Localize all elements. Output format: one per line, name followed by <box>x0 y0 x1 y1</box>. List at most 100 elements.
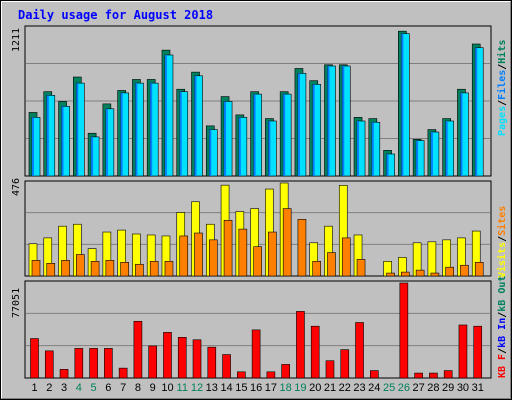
day-label-23: 23 <box>353 382 365 394</box>
files-bar-shade-day-24 <box>371 122 374 176</box>
legend-kb-f: KB F <box>497 354 508 378</box>
kbf-bar-day-15 <box>237 371 246 379</box>
day-label-6: 6 <box>105 382 111 394</box>
kbf-bar-day-29 <box>443 370 453 379</box>
kbf-bar-day-17 <box>266 371 276 379</box>
files-bar-shade-day-6 <box>105 108 108 176</box>
sites-bar-day-26 <box>401 271 410 277</box>
kbf-bar-day-13 <box>207 346 217 379</box>
sites-bar-day-23 <box>356 259 366 277</box>
legend-separator: / <box>497 236 508 242</box>
day-label-group: 1 2 3 4 5 6 7 8 9 10 11 12 13 14 15 16 17 18 19 20 21 22 23 24 2… <box>31 382 483 394</box>
panel2-legend: Visits/Sites <box>496 206 508 278</box>
panel3-legend: KB F/kB In/kB Out <box>497 276 508 378</box>
kbf-bar-day-28 <box>429 372 438 379</box>
sites-bar-day-19 <box>297 219 307 277</box>
day-label-31: 31 <box>472 382 484 394</box>
day-label-22: 22 <box>339 382 351 394</box>
sites-bar-day-14 <box>223 220 233 277</box>
sites-bar-day-28 <box>430 272 440 277</box>
kbf-bar-day-5 <box>89 348 98 379</box>
files-bar-shade-day-17 <box>268 121 271 176</box>
day-label-1: 1 <box>31 382 37 394</box>
kbf-bar-day-22 <box>340 349 350 379</box>
sites-bar-day-1 <box>31 260 41 277</box>
day-label-9: 9 <box>150 382 156 394</box>
day-label-25: 25 <box>383 382 395 394</box>
legend-pages: Pages <box>497 106 508 136</box>
day-label-14: 14 <box>220 382 232 394</box>
sites-bar-day-25 <box>386 272 395 277</box>
kbf-bar-day-19 <box>296 311 305 379</box>
day-label-5: 5 <box>91 382 97 394</box>
sites-bar-day-21 <box>327 252 336 277</box>
kbf-bar-day-24 <box>370 370 379 379</box>
day-label-28: 28 <box>427 382 439 394</box>
day-label-10: 10 <box>161 382 173 394</box>
panel2-ymax-label: 476 <box>11 178 22 196</box>
sites-bar-day-3 <box>61 260 70 277</box>
kbf-bar-day-6 <box>104 348 113 379</box>
files-bar-shade-day-20 <box>312 84 315 176</box>
kbf-bar-day-18 <box>281 364 290 379</box>
kbf-bar-day-1 <box>30 338 39 379</box>
kbf-bar-day-16 <box>251 329 261 379</box>
files-bar-shade-day-7 <box>120 92 123 176</box>
files-bar-shade-day-2 <box>46 95 49 176</box>
kbf-bar-day-8 <box>133 320 143 379</box>
files-bar-shade-day-29 <box>445 121 448 176</box>
kbf-bar-day-7 <box>118 367 128 379</box>
files-bar-shade-day-15 <box>238 117 241 176</box>
day-label-24: 24 <box>368 382 380 394</box>
files-bar-shade-day-30 <box>460 92 463 176</box>
day-label-16: 16 <box>250 382 262 394</box>
legend-kb-in: kB In <box>497 318 508 348</box>
sites-bar-day-11 <box>179 235 189 277</box>
panel1-ymax-label: 1211 <box>11 28 22 52</box>
day-label-27: 27 <box>413 382 425 394</box>
sites-bar-day-15 <box>238 228 248 277</box>
legend-separator: / <box>497 312 508 318</box>
day-label-11: 11 <box>177 382 188 394</box>
sites-bar-day-17 <box>268 231 277 277</box>
sites-bar-day-5 <box>90 261 100 277</box>
day-label-12: 12 <box>191 382 203 394</box>
files-bar-shade-day-18 <box>283 94 286 176</box>
day-label-21: 21 <box>324 382 336 394</box>
files-bar-shade-day-3 <box>61 106 64 176</box>
legend-files: Files <box>496 70 508 100</box>
kbf-bar-day-26 <box>399 282 409 379</box>
sites-bar-day-4 <box>76 254 85 277</box>
sites-bar-day-8 <box>135 263 144 277</box>
visits-bar-day-28 <box>427 241 437 277</box>
day-label-15: 15 <box>235 382 247 394</box>
day-label-30: 30 <box>457 382 469 394</box>
files-bar-shade-day-23 <box>357 121 360 176</box>
sites-bar-day-7 <box>120 262 129 277</box>
sites-bar-day-22 <box>341 237 351 277</box>
sites-bar-day-27 <box>415 269 425 277</box>
sites-bar-day-13 <box>208 239 218 277</box>
day-label-7: 7 <box>120 382 126 394</box>
sites-bar-day-2 <box>46 263 56 277</box>
files-bar-shade-day-22 <box>342 66 345 176</box>
sites-bar-day-29 <box>445 266 454 277</box>
day-label-8: 8 <box>135 382 141 394</box>
panel-group <box>24 25 492 379</box>
day-label-19: 19 <box>294 382 306 394</box>
files-bar-shade-day-10 <box>164 55 167 177</box>
sites-bar-day-10 <box>164 261 174 277</box>
sites-bar-day-9 <box>149 261 159 277</box>
chart-title: Daily usage for August 2018 <box>18 8 213 22</box>
legend-sites: Sites <box>496 206 508 236</box>
kbf-bar-day-11 <box>177 337 187 379</box>
sites-bar-day-18 <box>282 208 292 277</box>
kbf-bar-day-10 <box>163 332 172 379</box>
kbf-bar-day-21 <box>325 360 335 379</box>
files-bar-shade-day-28 <box>430 132 433 176</box>
day-label-4: 4 <box>76 382 82 394</box>
kbf-bar-day-27 <box>414 372 423 379</box>
legend-visits: Visits <box>496 242 508 278</box>
